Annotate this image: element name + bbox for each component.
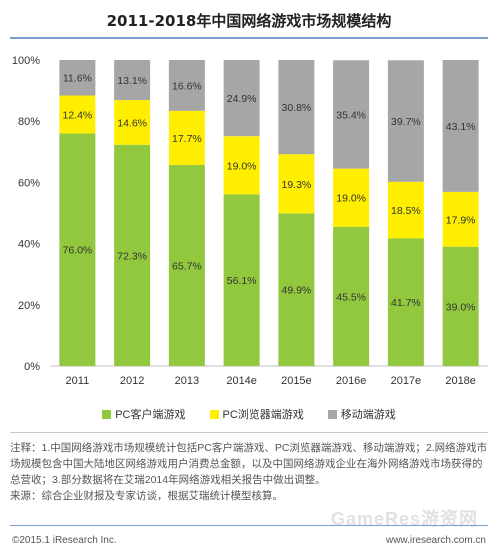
x-tick-label: 2013 [175, 375, 199, 387]
data-label: 16.6% [172, 80, 202, 92]
bar-segment [278, 154, 315, 214]
chart-title: 2011-2018年中国网络游戏市场规模结构 [106, 12, 392, 30]
stacked-bar-chart: 0% 20% 40% 60% 80% 100% 76.0% 12.4% 11.6% 2011 72.… [12, 55, 488, 387]
data-label: 19.3% [281, 179, 311, 191]
data-label: 76.0% [62, 245, 92, 257]
bar-segment [223, 60, 260, 137]
legend-swatch [209, 409, 219, 419]
legend-swatch [327, 409, 337, 419]
data-label: 18.5% [391, 205, 421, 217]
y-tick-label: 0% [24, 361, 40, 373]
data-label: 24.9% [227, 93, 257, 105]
data-label: 39.0% [446, 301, 476, 313]
footer-rule [10, 525, 488, 526]
x-tick-label: 2016e [336, 375, 367, 387]
bar-segment [223, 194, 260, 366]
data-label: 45.5% [336, 291, 366, 303]
bar-segment [114, 144, 151, 366]
y-tick-label: 60% [18, 177, 40, 189]
bar-segment [442, 191, 479, 247]
title-rule [10, 37, 488, 39]
bar-segment [59, 133, 96, 366]
legend-swatch [102, 409, 112, 419]
legend: PC客户端游戏 PC浏览器端游戏 移动端游戏 [0, 406, 498, 422]
legend-item: 移动端游戏 [327, 406, 396, 422]
data-label: 13.1% [117, 75, 147, 87]
legend-label: 移动端游戏 [340, 409, 396, 421]
data-label: 56.1% [227, 275, 257, 287]
data-label: 49.9% [281, 285, 311, 297]
x-tick-label: 2011 [66, 375, 90, 387]
bar-segment [59, 95, 96, 134]
copyright: ©2015.1 iResearch Inc. [12, 535, 117, 546]
bar-segment [223, 136, 260, 195]
x-tick-label: 2017e [391, 375, 422, 387]
bar-segment [333, 168, 370, 227]
bar-segment [278, 60, 315, 155]
notes-divider [10, 432, 488, 433]
data-label: 19.0% [227, 160, 257, 172]
bar-segment [114, 100, 151, 145]
notes-text: 注释：1.中国网络游戏市场规模统计包括PC客户端游戏、PC浏览器端游戏、移动端游… [10, 442, 488, 486]
data-label: 11.6% [63, 73, 92, 85]
data-label: 39.7% [391, 116, 421, 128]
legend-label: PC浏览器端游戏 [222, 409, 304, 421]
data-label: 17.7% [172, 133, 202, 145]
bar-segment [59, 60, 96, 96]
bar-segment [168, 110, 205, 165]
bar-segment [278, 213, 315, 366]
bar-segment [333, 60, 370, 169]
x-tick-label: 2014e [226, 375, 257, 387]
x-tick-label: 2018e [445, 375, 476, 387]
website: www.iresearch.com.cn [385, 535, 486, 546]
x-tick-label: 2015e [281, 375, 312, 387]
bar-segment [442, 60, 479, 192]
y-tick-label: 20% [18, 300, 40, 312]
data-label: 19.0% [336, 193, 366, 205]
data-label: 41.7% [391, 297, 421, 309]
y-tick-label: 40% [18, 239, 40, 251]
bar-segment [333, 226, 370, 366]
bar-segment [387, 181, 424, 239]
bar-segment [442, 246, 479, 366]
y-tick-label: 80% [18, 116, 40, 128]
data-label: 14.6% [117, 117, 147, 129]
legend-item: PC客户端游戏 [102, 406, 186, 422]
bar-segment [387, 238, 424, 366]
data-label: 65.7% [172, 260, 202, 272]
data-label: 72.3% [117, 250, 147, 262]
watermark-logo: GameRes游资网 [330, 509, 478, 529]
bar-segment [168, 60, 205, 111]
x-tick-label: 2012 [120, 375, 144, 387]
y-tick-label: 100% [12, 55, 40, 67]
data-label: 35.4% [336, 109, 366, 121]
bar-segment [387, 60, 424, 182]
legend-item: PC浏览器端游戏 [209, 406, 304, 422]
data-label: 43.1% [446, 121, 476, 133]
bar-segment [168, 164, 205, 366]
data-label: 17.9% [446, 214, 476, 226]
legend-label: PC客户端游戏 [115, 409, 186, 421]
notes: 注释：1.中国网络游戏市场规模统计包括PC客户端游戏、PC浏览器端游戏、移动端游… [10, 440, 488, 504]
bar-segment [114, 60, 151, 101]
data-label: 30.8% [281, 102, 311, 114]
source-text: 来源：综合企业财报及专家访谈，根据艾瑞统计模型核算。 [10, 490, 283, 502]
data-label: 12.4% [62, 109, 92, 121]
